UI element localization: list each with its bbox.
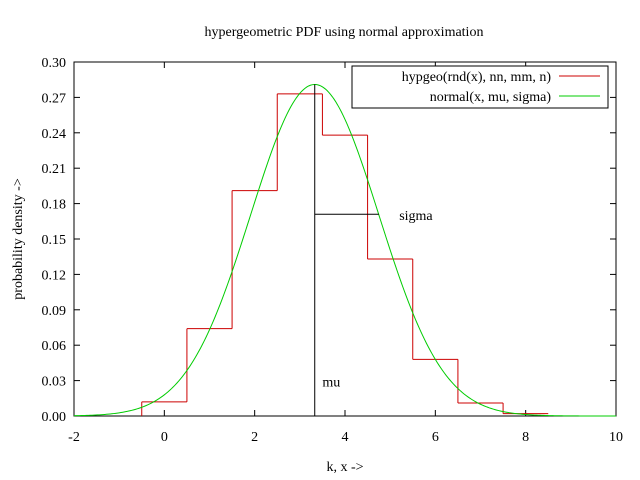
y-tick-label: 0.06	[42, 339, 67, 354]
x-tick-label: 2	[251, 430, 258, 445]
legend-label: hypgeo(rnd(x), nn, mm, n)	[402, 70, 552, 85]
x-tick-label: -2	[68, 430, 80, 445]
chart-title: hypergeometric PDF using normal approxim…	[205, 25, 484, 40]
y-tick-label: 0.30	[42, 56, 67, 71]
y-tick-label: 0.12	[42, 268, 67, 283]
mu-label: mu	[322, 376, 340, 391]
normal-curve	[73, 83, 616, 417]
y-tick-label: 0.03	[42, 375, 67, 390]
legend-label: normal(x, mu, sigma)	[430, 90, 552, 105]
series-layer	[73, 83, 616, 417]
y-tick-label: 0.21	[42, 162, 67, 177]
y-tick-label: 0.00	[42, 410, 67, 425]
x-tick-label: 4	[342, 430, 349, 445]
x-tick-label: 8	[522, 430, 529, 445]
y-tick-label: 0.24	[42, 127, 67, 142]
y-tick-label: 0.18	[42, 198, 67, 213]
y-tick-label: 0.09	[42, 304, 67, 319]
x-axis-label: k, x ->	[326, 460, 363, 475]
axis-ticks: -2 0 2 4 6 8 10 0.00 0.03 0.06 0.09 0.12 0.15 0.18 0.2…	[42, 56, 624, 445]
legend-box	[351, 65, 609, 109]
sigma-label: sigma	[399, 209, 433, 224]
plot-area-border	[73, 61, 617, 417]
y-tick-label: 0.27	[42, 91, 67, 106]
x-tick-label: 0	[161, 430, 168, 445]
x-tick-label: 6	[432, 430, 439, 445]
y-tick-label: 0.15	[42, 233, 67, 248]
y-axis-label: probability density ->	[11, 178, 26, 300]
x-tick-label: 10	[609, 430, 623, 445]
annotation-layer: mu sigma	[314, 84, 433, 416]
legend: hypgeo(rnd(x), nn, mm, n) normal(x, mu, s…	[351, 65, 609, 109]
